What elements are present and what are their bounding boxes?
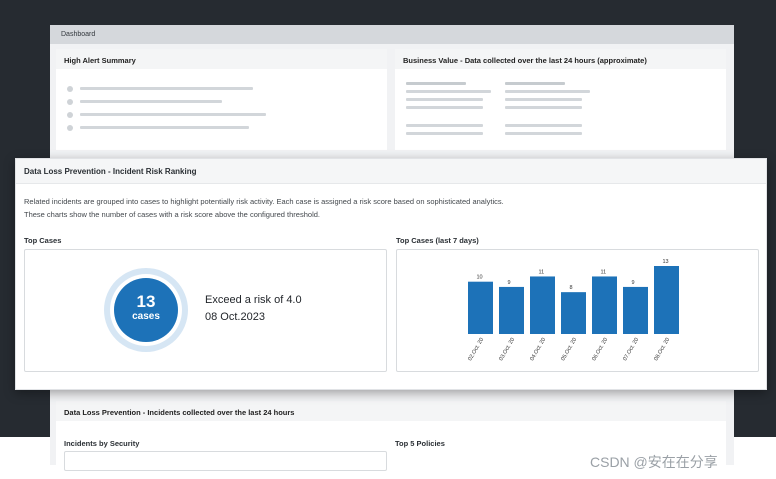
placeholder-line [80, 87, 253, 90]
chart-data-label: 10 [477, 275, 483, 281]
chart-bar[interactable] [499, 286, 524, 334]
incidents-by-security-label: Incidents by Security [64, 439, 140, 448]
watermark-text: CSDN @安在在分享 [590, 454, 718, 470]
case-count-ring: 13 cases [104, 268, 188, 352]
chart-data-label: 8 [570, 285, 573, 291]
top-cases-label: Top Cases [24, 236, 62, 245]
chart-bar[interactable] [592, 276, 617, 334]
chart-tick-label: 07.Oct. 20 [622, 337, 640, 362]
top-cases-bar-chart: 10 02.Oct. 20 9 03.Oct. 20 11 04.Oct. 20 8 05.O… [467, 259, 679, 362]
chart-bar[interactable] [623, 286, 648, 334]
placeholder-bullet [67, 112, 73, 118]
top-cases-7d-label: Top Cases (last 7 days) [396, 236, 479, 245]
placeholder-line [80, 126, 249, 129]
dlp-incidents-panel: Data Loss Prevention - Incidents collect… [56, 401, 726, 471]
modal-description-line-2: These charts show the number of cases wi… [24, 210, 320, 219]
case-count-value: 13 [136, 292, 156, 311]
placeholder-line [505, 98, 582, 101]
chart-data-label: 11 [601, 269, 607, 275]
placeholder-line [505, 82, 565, 85]
dlp-incidents-title: Data Loss Prevention - Incidents collect… [56, 401, 726, 421]
high-alert-title: High Alert Summary [56, 49, 387, 69]
modal-description-line-1: Related incidents are grouped into cases… [24, 197, 504, 206]
top-policies-label: Top 5 Policies [395, 439, 445, 448]
business-value-panel: Business Value - Data collected over the… [395, 49, 726, 150]
placeholder-line [406, 98, 483, 101]
risk-ranking-modal: Data Loss Prevention - Incident Risk Ran… [15, 158, 767, 390]
risk-date-text: 08 Oct.2023 [205, 311, 265, 323]
placeholder-line [505, 90, 590, 93]
placeholder-line [505, 124, 582, 127]
top-cases-7d-card[interactable]: 10 02.Oct. 20 9 03.Oct. 20 11 04.Oct. 20 8 05.O… [396, 249, 759, 372]
chart-data-label: 11 [539, 269, 545, 275]
chart-tick-label: 08.Oct. 20 [653, 337, 671, 362]
chart-data-label: 9 [508, 280, 511, 286]
placeholder-bullet [67, 99, 73, 105]
placeholder-line [80, 113, 266, 116]
chart-tick-label: 04.Oct. 20 [529, 337, 547, 362]
placeholder-line [505, 132, 582, 135]
incidents-by-security-card [64, 451, 387, 471]
high-alert-panel: High Alert Summary [56, 49, 387, 150]
case-count-unit: cases [132, 311, 160, 322]
business-value-title: Business Value - Data collected over the… [395, 49, 726, 69]
chart-tick-label: 05.Oct. 20 [560, 337, 578, 362]
placeholder-line [406, 106, 483, 109]
chart-data-label: 13 [663, 259, 669, 265]
chart-bar[interactable] [561, 292, 586, 334]
placeholder-line [406, 82, 466, 85]
placeholder-line [406, 124, 483, 127]
chart-bar[interactable] [468, 281, 493, 334]
chart-tick-label: 03.Oct. 20 [498, 337, 516, 362]
chart-tick-label: 06.Oct. 20 [591, 337, 609, 362]
placeholder-line [505, 106, 582, 109]
placeholder-line [406, 132, 483, 135]
placeholder-bullet [67, 125, 73, 131]
case-count-badge: 13 cases [114, 278, 178, 342]
placeholder-bullet [67, 86, 73, 92]
chart-bar[interactable] [530, 276, 555, 334]
chart-bar[interactable] [654, 266, 679, 334]
risk-threshold-text: Exceed a risk of 4.0 [205, 294, 302, 306]
chart-data-label: 9 [632, 280, 635, 286]
placeholder-line [406, 90, 491, 93]
modal-title: Data Loss Prevention - Incident Risk Ran… [16, 159, 766, 184]
top-cases-card[interactable]: 13 cases Exceed a risk of 4.0 08 Oct.202… [24, 249, 387, 372]
dashboard-header: Dashboard [50, 25, 734, 44]
chart-tick-label: 02.Oct. 20 [467, 337, 485, 362]
placeholder-line [80, 100, 222, 103]
